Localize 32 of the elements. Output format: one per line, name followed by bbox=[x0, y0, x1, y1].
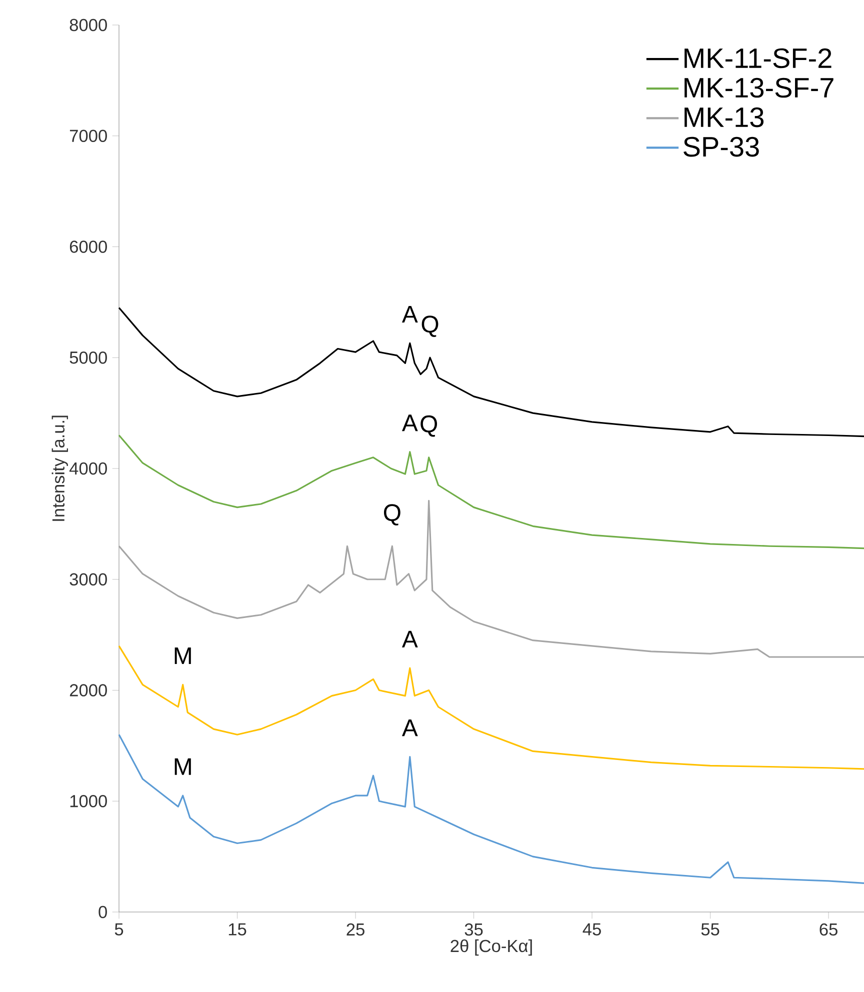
x-tick-label: 55 bbox=[701, 923, 720, 936]
y-tick-label: 0 bbox=[98, 906, 107, 918]
annotation: Q bbox=[422, 316, 438, 337]
y-tick-label: 1000 bbox=[70, 794, 107, 808]
annotation: Q bbox=[384, 504, 400, 526]
annotation: A bbox=[402, 720, 418, 736]
annotation: A bbox=[402, 306, 418, 323]
y-tick-label: 7000 bbox=[70, 130, 107, 142]
y-tick-label: 8000 bbox=[70, 18, 107, 32]
y-tick-label: 4000 bbox=[69, 462, 107, 475]
line-series bbox=[118, 306, 864, 438]
annotation: M bbox=[174, 758, 191, 775]
x-tick-label: 35 bbox=[464, 923, 483, 936]
y-tick-label: 6000 bbox=[70, 240, 107, 253]
y-tick-label: 3000 bbox=[70, 573, 107, 586]
annotation: Q bbox=[420, 415, 438, 437]
legend-label: MK-13 bbox=[684, 107, 764, 128]
x-tick-label: 5 bbox=[114, 923, 124, 936]
x-tick-label: 65 bbox=[820, 923, 838, 936]
legend-label: MK-13-SF-7 bbox=[684, 78, 834, 98]
y-axis-title: Intensity [a.u.] bbox=[52, 416, 68, 521]
x-tick-label: 15 bbox=[228, 923, 246, 936]
annotation: A bbox=[402, 414, 418, 432]
y-tick-label: 2000 bbox=[70, 684, 107, 696]
legend-label: SP-33 bbox=[684, 136, 759, 157]
x-axis-title: 2θ [Co-Kα] bbox=[450, 939, 532, 956]
x-tick-label: 45 bbox=[582, 923, 601, 936]
annotation: A bbox=[402, 630, 418, 648]
legend-label: MK-11-SF-2 bbox=[684, 48, 832, 68]
y-tick-label: 5000 bbox=[70, 351, 107, 364]
x-tick-label: 25 bbox=[346, 923, 364, 936]
annotation: M bbox=[174, 647, 191, 664]
